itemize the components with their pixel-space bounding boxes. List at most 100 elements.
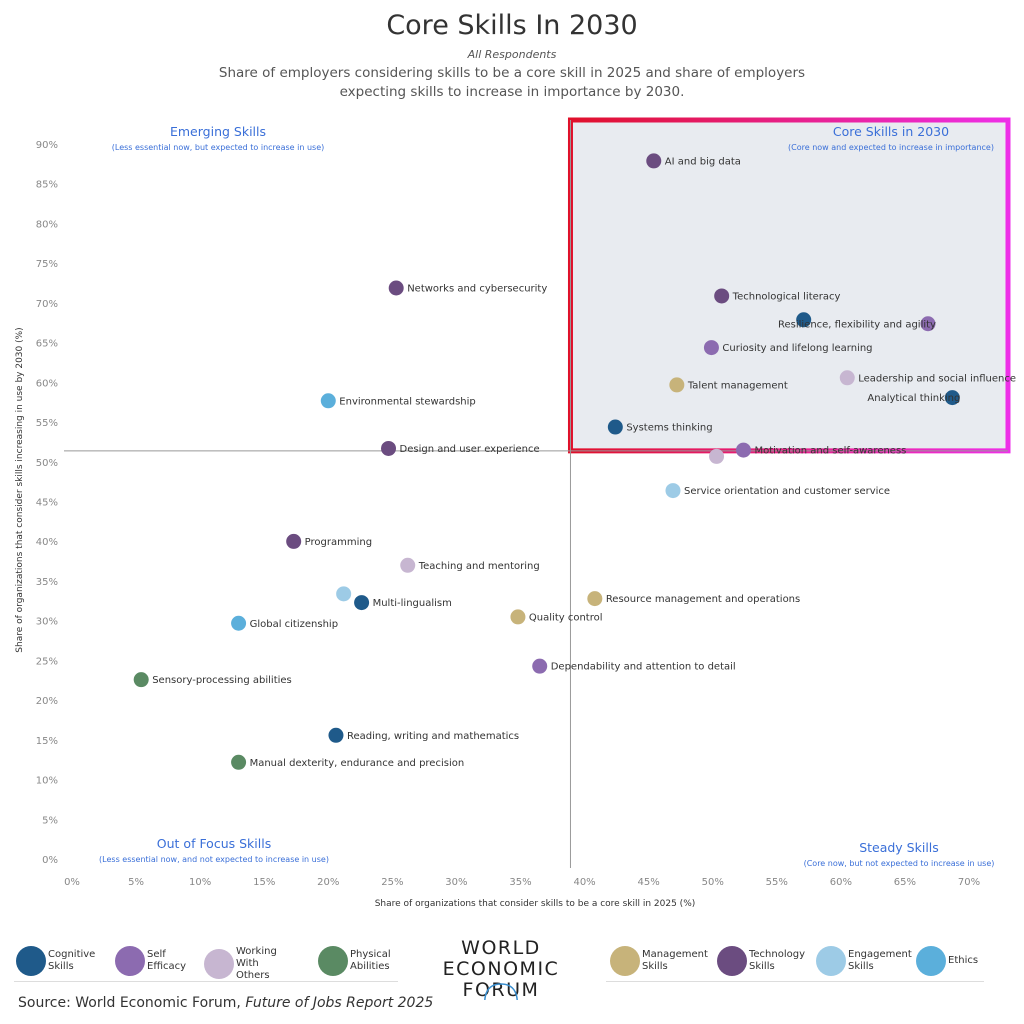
data-point[interactable] <box>796 312 812 328</box>
data-point[interactable] <box>714 288 730 304</box>
data-point[interactable] <box>587 591 603 607</box>
data-point[interactable] <box>354 595 370 611</box>
data-point[interactable] <box>703 340 719 356</box>
data-point-label: Curiosity and lifelong learning <box>722 343 872 354</box>
legend-label-line1: Engagement <box>848 949 912 960</box>
data-point[interactable] <box>286 533 302 549</box>
chart-respondents: All Respondents <box>467 48 557 61</box>
x-tick-label: 45% <box>638 877 660 888</box>
legend-item[interactable]: Management Skills <box>610 946 708 976</box>
x-tick-label: 5% <box>128 877 144 888</box>
legend-label-line1: Technology <box>749 949 806 960</box>
data-point[interactable] <box>336 586 352 602</box>
data-point-label: Technological literacy <box>732 291 841 302</box>
data-point[interactable] <box>381 440 397 456</box>
y-tick-label: 35% <box>36 577 58 588</box>
x-tick-label: 0% <box>64 877 80 888</box>
data-point[interactable] <box>735 442 751 458</box>
scatter-chart: 0% 5% 10% 15% 20% 25% 30% 35% 40% 45% 50% 55% 60% 65%… <box>15 117 1016 909</box>
legend-swatch <box>318 946 348 976</box>
legend-label: Cognitive Skills <box>48 949 108 973</box>
legend-item[interactable]: Physical Abilities <box>318 946 410 976</box>
data-point[interactable] <box>320 393 336 409</box>
legend-label-line1: Management <box>642 949 708 960</box>
data-point-label: Service orientation and customer service <box>684 486 890 497</box>
legend-swatch <box>16 946 46 976</box>
legend-label: Ethics <box>948 955 1008 967</box>
quadrant-emerging-title: Emerging Skills <box>170 124 266 139</box>
data-point-label: AI and big data <box>665 156 741 167</box>
quadrant-steady-subtitle: (Core now, but not expected to increase … <box>804 859 995 868</box>
data-point[interactable] <box>709 448 725 464</box>
data-point-label: Leadership and social influence <box>858 373 1016 384</box>
legend-label: Technology Skills <box>749 949 809 973</box>
y-tick-label: 55% <box>36 418 58 429</box>
data-point[interactable] <box>646 153 662 169</box>
x-tick-label: 10% <box>189 877 211 888</box>
data-point[interactable] <box>839 370 855 386</box>
legend-item[interactable]: Technology Skills <box>717 946 809 976</box>
quadrant-out-of-focus-title: Out of Focus Skills <box>157 836 271 851</box>
data-point[interactable] <box>532 658 548 674</box>
data-point-label: Global citizenship <box>250 619 338 630</box>
y-tick-label: 15% <box>36 736 58 747</box>
data-point-label: Environmental stewardship <box>339 396 475 407</box>
legend-divider-right <box>606 981 984 982</box>
data-point-label: Manual dexterity, endurance and precisio… <box>250 758 465 769</box>
legend-label: Working With Others <box>236 946 296 982</box>
x-tick-label: 40% <box>573 877 595 888</box>
data-point-label: Design and user experience <box>400 444 540 455</box>
x-tick-label: 35% <box>509 877 531 888</box>
legend-item[interactable]: Self Efficacy <box>115 946 207 976</box>
data-point[interactable] <box>607 419 623 435</box>
wef-logo: WORLD ECONOMIC FORUM <box>436 938 566 1001</box>
y-tick-label: 25% <box>36 656 58 667</box>
x-axis-ticks: 0% 5% 10% 15% 20% 25% 30% 35% 40% 45% 50% 55% 60% 65%… <box>64 877 980 888</box>
data-point[interactable] <box>231 754 247 770</box>
data-point[interactable] <box>669 377 685 393</box>
wef-logo-line1: WORLD <box>461 937 541 959</box>
data-point[interactable] <box>133 672 149 688</box>
wef-logo-line3: FORUM <box>462 979 540 1001</box>
y-tick-label: 20% <box>36 696 58 707</box>
legend-swatch <box>916 946 946 976</box>
y-tick-label: 5% <box>42 815 58 826</box>
legend-label-line2: Skills <box>848 961 874 972</box>
data-point-label: Resource management and operations <box>606 594 800 605</box>
x-tick-label: 70% <box>958 877 980 888</box>
legend-swatch <box>816 946 846 976</box>
legend-item[interactable]: Cognitive Skills <box>16 946 108 976</box>
y-tick-label: 0% <box>42 855 58 866</box>
y-tick-label: 75% <box>36 259 58 270</box>
legend-label: Physical Abilities <box>350 949 410 973</box>
legend-label-line2: Skills <box>48 961 74 972</box>
y-axis-label: Share of organizations that consider ski… <box>15 327 25 652</box>
data-point[interactable] <box>400 557 416 573</box>
legend-item[interactable]: Ethics <box>916 946 1008 976</box>
data-points: AI and big data Networks and cybersecurit… <box>133 153 1016 770</box>
legend-item[interactable]: Engagement Skills <box>816 946 912 976</box>
data-point[interactable] <box>510 609 526 625</box>
data-point[interactable] <box>665 483 681 499</box>
legend-divider-left <box>14 981 398 982</box>
legend-label: Engagement Skills <box>848 949 912 973</box>
data-point[interactable] <box>328 727 344 743</box>
x-tick-label: 60% <box>830 877 852 888</box>
legend-label-line1: Cognitive <box>48 949 96 960</box>
source-prefix: Source: World Economic Forum, <box>18 995 246 1011</box>
y-tick-label: 70% <box>36 299 58 310</box>
data-point-label: Dependability and attention to detail <box>551 662 736 673</box>
data-point[interactable] <box>944 390 960 406</box>
data-point-label: Reading, writing and mathematics <box>347 731 519 742</box>
y-tick-label: 90% <box>36 140 58 151</box>
x-tick-label: 50% <box>702 877 724 888</box>
data-point-label: Resilience, flexibility and agility <box>778 319 936 330</box>
data-point[interactable] <box>388 280 404 296</box>
data-point-label: Multi-lingualism <box>373 598 452 609</box>
y-tick-label: 80% <box>36 219 58 230</box>
y-tick-label: 45% <box>36 498 58 509</box>
legend-item[interactable]: Working With Others <box>204 946 296 982</box>
data-point-label: Sensory-processing abilities <box>152 675 292 686</box>
data-point[interactable] <box>231 615 247 631</box>
data-point[interactable] <box>920 316 936 332</box>
